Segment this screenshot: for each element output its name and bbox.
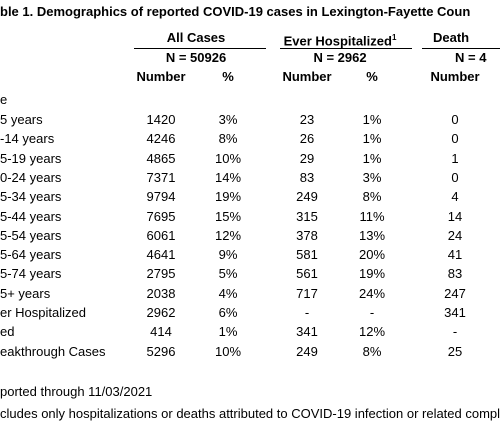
column-header: %: [222, 69, 234, 84]
cell: 414: [150, 324, 172, 340]
cell: 315: [296, 208, 318, 224]
cell: 24%: [358, 285, 386, 301]
cell: 1%: [362, 131, 382, 147]
cell: 4246: [146, 131, 176, 147]
cell: 2795: [146, 266, 176, 282]
title: ble 1. Demographics of reported COVID-19…: [0, 4, 471, 19]
footnote: cludes only hospitalizations or deaths a…: [0, 406, 500, 421]
cell: 5%: [218, 266, 238, 282]
underline: [422, 48, 500, 49]
cell: 25: [447, 343, 463, 359]
footnote: ported through 11/03/2021: [0, 384, 153, 399]
cell: 561: [296, 266, 318, 282]
cell: 83: [447, 266, 463, 282]
cell: -: [304, 305, 310, 320]
row-label: 5+ years: [0, 285, 51, 301]
cell: 3%: [362, 169, 382, 185]
cell: 83: [299, 169, 315, 185]
underline: [134, 48, 266, 49]
cell: 12%: [214, 227, 242, 243]
cell: 1%: [362, 150, 382, 166]
column-header: Number: [282, 69, 332, 84]
cell: 19%: [214, 189, 242, 205]
cell: 14%: [214, 169, 242, 185]
cell: 12%: [358, 324, 386, 340]
cell: 10%: [214, 343, 242, 359]
group-n: N = 4: [455, 50, 487, 65]
cell: 11%: [359, 208, 385, 224]
cell: 13%: [358, 227, 386, 243]
cell: 9794: [146, 189, 176, 205]
cell: 7371: [146, 169, 176, 185]
cell: 0: [451, 169, 459, 185]
cell: 41: [447, 247, 463, 263]
row-label: 5 years: [0, 112, 43, 127]
cell: 249: [296, 343, 318, 359]
cell: 4: [451, 189, 459, 205]
group-header: All Cases: [166, 30, 226, 45]
column-header: Number: [430, 69, 480, 84]
cell: 581: [296, 247, 318, 263]
cell: 8%: [218, 131, 238, 147]
cell: 2962: [146, 305, 176, 320]
cell: -: [369, 305, 375, 320]
footnote-mark: 1: [391, 33, 397, 42]
column-header: %: [366, 69, 378, 84]
cell: 3%: [218, 112, 238, 127]
cell: 0: [451, 131, 459, 147]
row-label: 5-54 years: [0, 227, 62, 243]
cell: 1%: [362, 112, 382, 127]
cell: 29: [299, 150, 315, 166]
row-label: 5-74 years: [0, 266, 62, 282]
underline: [280, 48, 412, 49]
cell: 1420: [146, 112, 176, 127]
cell: 15%: [214, 208, 242, 224]
row-label: 5-64 years: [0, 247, 62, 263]
cell: 0: [451, 112, 459, 127]
cell: 717: [296, 285, 318, 301]
cell: 4865: [146, 150, 176, 166]
row-label: ed: [0, 324, 15, 340]
cell: 6061: [146, 227, 176, 243]
cell: 341: [444, 305, 466, 320]
row-label: eakthrough Cases: [0, 343, 106, 359]
row-label: er Hospitalized: [0, 305, 86, 320]
row-label: 5-19 years: [0, 150, 62, 166]
cell: 19%: [358, 266, 386, 282]
cell: -: [452, 324, 458, 340]
cell: 23: [299, 112, 315, 127]
cell: 9%: [218, 247, 238, 263]
cell: 249: [296, 189, 318, 205]
row-label: 0-24 years: [0, 169, 62, 185]
group-n: N = 2962: [313, 50, 367, 65]
column-header: Number: [136, 69, 186, 84]
row-label: 5-34 years: [0, 189, 62, 205]
group-header: Ever Hospitalized1: [283, 33, 397, 49]
cell: 14: [447, 208, 463, 224]
cell: 247: [444, 285, 466, 301]
cell: 26: [299, 131, 315, 147]
cell: 5296: [146, 343, 176, 359]
cell: 1: [451, 150, 459, 166]
cell: 8%: [362, 189, 382, 205]
group-n: N = 50926: [165, 50, 227, 65]
group-header: Death: [433, 30, 470, 45]
row-label: -14 years: [0, 131, 55, 147]
section-label: e: [0, 92, 8, 107]
cell: 20%: [358, 247, 386, 263]
cell: 10%: [214, 150, 242, 166]
cell: 24: [447, 227, 463, 243]
cell: 4%: [218, 285, 238, 301]
row-label: 5-44 years: [0, 208, 62, 224]
cell: 8%: [362, 343, 382, 359]
cell: 2038: [146, 285, 176, 301]
cell: 1%: [218, 324, 238, 340]
cell: 7695: [146, 208, 176, 224]
cell: 4641: [146, 247, 176, 263]
cell: 6%: [218, 305, 238, 320]
cell: 378: [296, 227, 318, 243]
cell: 341: [296, 324, 318, 340]
